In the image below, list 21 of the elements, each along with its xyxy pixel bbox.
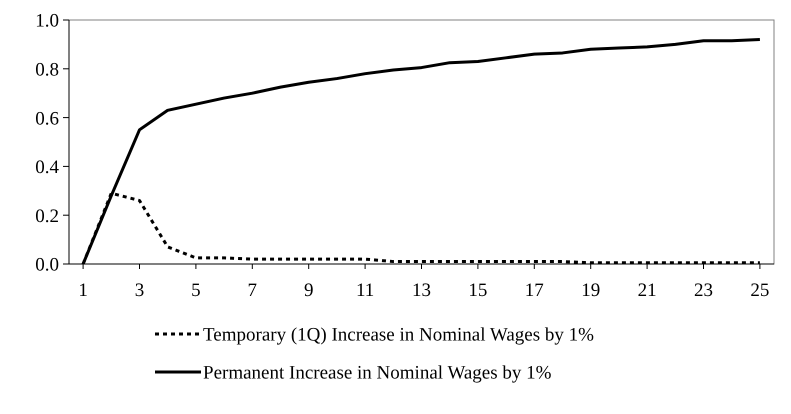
y-tick-label: 0.8	[35, 59, 59, 80]
x-tick-label: 5	[191, 280, 201, 301]
x-tick-label: 25	[750, 280, 770, 301]
x-tick-label: 19	[581, 280, 600, 301]
y-tick-label: 0.2	[35, 206, 59, 227]
x-tick-label: 1	[78, 280, 88, 301]
x-tick-label: 21	[638, 280, 657, 301]
y-tick-label: 0.0	[35, 254, 59, 276]
x-tick-label: 15	[468, 280, 488, 301]
y-tick-label: 0.4	[35, 157, 60, 178]
legend-label: Permanent Increase in Nominal Wages by 1%	[203, 362, 552, 384]
y-tick-label: 1.0	[35, 10, 59, 32]
x-tick-label: 23	[694, 280, 713, 301]
x-tick-label: 7	[248, 280, 258, 301]
x-tick-label: 13	[412, 280, 431, 301]
y-tick-label: 0.6	[35, 108, 59, 130]
x-tick-label: 17	[524, 280, 544, 301]
legend-label: Temporary (1Q) Increase in Nominal Wages by 1%	[203, 324, 594, 346]
x-tick-label: 11	[356, 280, 374, 301]
x-tick-label: 3	[134, 280, 144, 301]
x-tick-label: 9	[304, 280, 314, 301]
